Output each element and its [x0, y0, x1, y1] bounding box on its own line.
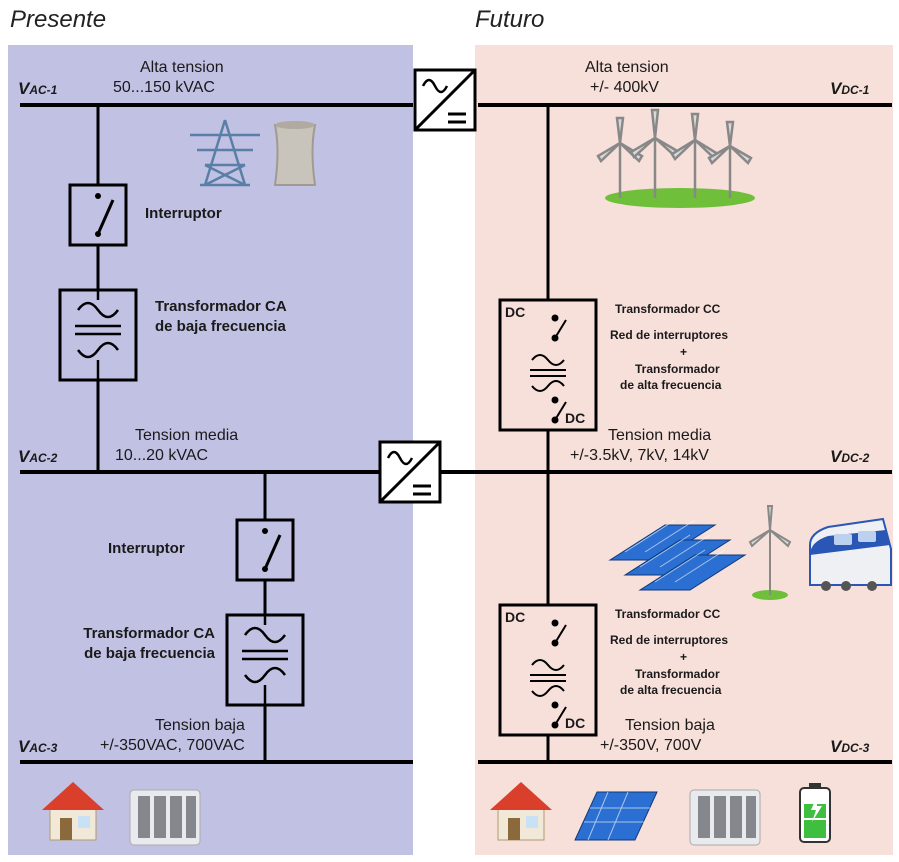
label-alta-tension-left: Alta tension	[140, 58, 224, 78]
bus-label-vdc2: VDC-2	[830, 446, 869, 467]
label-dc-bot-2: DC	[565, 715, 585, 733]
transmission-tower-icon	[190, 120, 260, 185]
label-interruptor-1: Interruptor	[145, 205, 222, 224]
label-xfmr1-l1: Transformador CA	[155, 298, 287, 317]
label-xfmr2-l2: de baja frecuencia	[55, 645, 215, 664]
label-dcblk1-title: Transformador CC	[615, 302, 720, 317]
label-dcblk2-title: Transformador CC	[615, 607, 720, 622]
label-dcblk2-plus: +	[680, 650, 687, 665]
battery-icon	[800, 783, 830, 842]
house-left-icon	[42, 782, 104, 840]
converter-top-icon	[415, 70, 475, 130]
solar-panel-small-icon	[575, 792, 657, 840]
label-dcblk2-l2: Transformador	[635, 667, 720, 682]
label-dc-bot-1: DC	[565, 410, 585, 428]
label-mv-range-right: +/-3.5kV, 7kV, 14kV	[570, 446, 709, 466]
label-mv-range-left: 10...20 kVAC	[115, 446, 208, 466]
solar-panels-icon	[610, 520, 745, 590]
label-interruptor-2: Interruptor	[108, 540, 185, 559]
label-dcblk1-plus: +	[680, 345, 687, 360]
label-dcblk1-l2: Transformador	[635, 362, 720, 377]
converter-mid-icon	[380, 442, 440, 502]
small-wind-turbine-icon	[750, 506, 790, 600]
label-dcblk1-l3: de alta frecuencia	[620, 378, 721, 393]
label-mv-left: Tension media	[135, 426, 238, 446]
label-dc-top-2: DC	[505, 609, 525, 627]
label-lv-left: Tension baja	[155, 716, 245, 736]
label-dcblk1-l1: Red de interruptores	[610, 328, 728, 343]
label-dc-top-1: DC	[505, 304, 525, 322]
label-mv-right: Tension media	[608, 426, 711, 446]
label-xfmr1-l2: de baja frecuencia	[155, 318, 286, 337]
label-lv-range-left: +/-350VAC, 700VAC	[100, 736, 245, 756]
train-icon	[810, 519, 891, 591]
label-hv-range-left: 50...150 kVAC	[113, 78, 215, 98]
bus-label-vdc3: VDC-3	[830, 736, 869, 757]
label-dcblk2-l1: Red de interruptores	[610, 633, 728, 648]
bus-label-vac2: VAC-2	[18, 446, 57, 467]
label-dcblk2-l3: de alta frecuencia	[620, 683, 721, 698]
label-xfmr2-l1: Transformador CA	[55, 625, 215, 644]
wind-turbines-icon	[598, 110, 755, 208]
bus-label-vac3: VAC-3	[18, 736, 57, 757]
server-right-icon	[690, 790, 760, 845]
label-lv-right: Tension baja	[625, 716, 715, 736]
label-hv-range-right: +/- 400kV	[590, 78, 659, 98]
label-lv-range-right: +/-350V, 700V	[600, 736, 701, 756]
cooling-tower-icon	[275, 121, 315, 185]
house-right-icon	[490, 782, 552, 840]
bus-label-vdc1: VDC-1	[830, 78, 869, 99]
server-left-icon	[130, 790, 200, 845]
bus-label-vac1: VAC-1	[18, 78, 57, 99]
label-alta-tension-right: Alta tension	[585, 58, 669, 78]
